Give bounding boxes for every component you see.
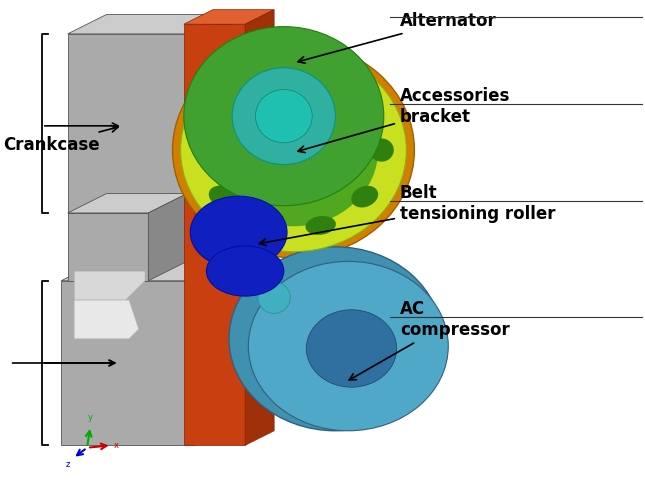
Polygon shape bbox=[194, 184, 245, 247]
Ellipse shape bbox=[206, 246, 284, 296]
Text: Belt
tensioning roller: Belt tensioning roller bbox=[259, 184, 555, 246]
Ellipse shape bbox=[306, 310, 397, 387]
Polygon shape bbox=[148, 194, 187, 281]
Text: AC
compressor: AC compressor bbox=[349, 300, 510, 380]
Ellipse shape bbox=[194, 138, 218, 162]
Polygon shape bbox=[74, 271, 145, 300]
Ellipse shape bbox=[209, 186, 235, 208]
Ellipse shape bbox=[306, 216, 336, 235]
Polygon shape bbox=[61, 261, 232, 281]
Ellipse shape bbox=[352, 92, 378, 114]
Ellipse shape bbox=[251, 216, 281, 235]
Text: Alternator: Alternator bbox=[298, 12, 497, 63]
Polygon shape bbox=[74, 300, 139, 339]
Ellipse shape bbox=[248, 261, 448, 431]
Text: Crankcase: Crankcase bbox=[3, 125, 118, 153]
Ellipse shape bbox=[181, 48, 406, 252]
Polygon shape bbox=[194, 15, 232, 213]
Ellipse shape bbox=[209, 74, 378, 227]
Polygon shape bbox=[68, 194, 187, 213]
Ellipse shape bbox=[306, 65, 336, 84]
Ellipse shape bbox=[184, 27, 384, 206]
Ellipse shape bbox=[209, 92, 235, 114]
Ellipse shape bbox=[369, 138, 393, 162]
Text: y: y bbox=[88, 413, 93, 422]
Ellipse shape bbox=[255, 90, 312, 143]
Polygon shape bbox=[68, 213, 148, 281]
Polygon shape bbox=[194, 261, 232, 445]
Polygon shape bbox=[184, 10, 274, 24]
Ellipse shape bbox=[173, 43, 415, 257]
Ellipse shape bbox=[258, 282, 290, 314]
Ellipse shape bbox=[232, 68, 335, 165]
Text: x: x bbox=[114, 441, 119, 450]
Polygon shape bbox=[184, 24, 245, 445]
Polygon shape bbox=[68, 34, 194, 213]
Ellipse shape bbox=[190, 196, 287, 269]
Ellipse shape bbox=[251, 65, 281, 84]
Text: z: z bbox=[66, 460, 70, 469]
Ellipse shape bbox=[352, 186, 378, 208]
Polygon shape bbox=[245, 10, 274, 445]
Ellipse shape bbox=[229, 247, 442, 431]
Polygon shape bbox=[61, 281, 194, 445]
Polygon shape bbox=[68, 15, 232, 34]
Text: Accessories
bracket: Accessories bracket bbox=[298, 87, 510, 152]
